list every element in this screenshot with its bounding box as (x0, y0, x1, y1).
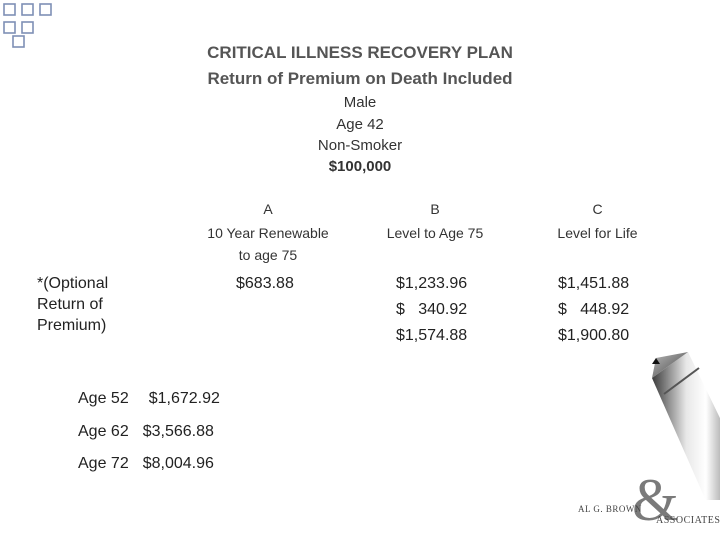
age-row-amount: $8,004.96 (142, 455, 214, 472)
smoker-status-label: Non-Smoker (317, 137, 403, 154)
logo-ampersand: & (632, 467, 679, 533)
column-c-label: Level for Life (557, 225, 638, 241)
optional-return-of-premium-label: *(Optional Return of Premium) (37, 275, 109, 334)
age-row: Age 72 $8,004.96 (78, 453, 214, 475)
column-c-amount-total: $1,900.80 (558, 327, 630, 344)
age-row-age: Age 62 (78, 423, 129, 440)
title-line-1: CRITICAL ILLNESS RECOVERY PLAN (207, 43, 513, 62)
column-b-amount-total: $1,574.88 (396, 327, 468, 344)
column-b-label: Level to Age 75 (386, 225, 484, 241)
age-row-age: Age 52 (78, 390, 129, 407)
company-logo: & AL G. BROWN ASSOCIATES (560, 470, 720, 536)
logo-name: AL G. BROWN (578, 504, 642, 514)
title-line-2: Return of Premium on Death Included (207, 69, 513, 88)
age-row-age: Age 72 (78, 455, 129, 472)
column-a-label: 10 Year Renewable to age 75 (207, 225, 329, 263)
column-c-amount-rop: $ 448.92 (558, 301, 630, 318)
column-b-letter: B (430, 201, 440, 217)
column-a-amount: $683.88 (236, 275, 294, 292)
age-row: Age 52 $1,672.92 (78, 388, 220, 410)
corner-squares-decoration (3, 3, 52, 48)
age-row: Age 62 $3,566.88 (78, 421, 214, 443)
logo-associates: ASSOCIATES (656, 515, 720, 526)
age-row-amount: $1,672.92 (148, 390, 220, 407)
age-label: Age 42 (336, 116, 384, 133)
column-c-amount-base: $1,451.88 (558, 275, 630, 292)
age-row-amount: $3,566.88 (142, 423, 214, 440)
coverage-amount: $100,000 (328, 158, 392, 175)
column-b-amount-base: $1,233.96 (396, 275, 468, 292)
pen-decoration (652, 352, 720, 500)
column-b-amount-rop: $ 340.92 (396, 301, 468, 318)
column-a-letter: A (263, 201, 273, 217)
column-c-letter: C (592, 201, 603, 217)
gender-label: Male (343, 94, 377, 111)
